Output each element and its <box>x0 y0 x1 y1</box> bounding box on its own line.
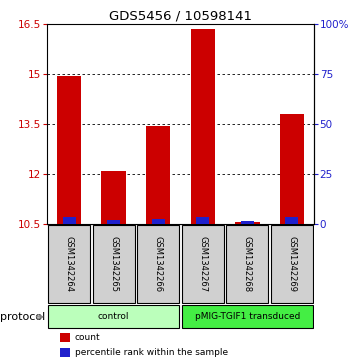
Bar <box>57 76 82 224</box>
Bar <box>93 225 135 303</box>
Bar <box>191 29 215 224</box>
Text: GSM1342264: GSM1342264 <box>65 236 74 292</box>
Bar <box>146 126 170 224</box>
Bar <box>235 221 260 224</box>
Bar <box>48 225 90 303</box>
Bar <box>240 220 254 224</box>
Bar <box>48 305 179 329</box>
Text: GSM1342268: GSM1342268 <box>243 236 252 292</box>
Bar <box>60 348 70 357</box>
Bar <box>62 216 76 224</box>
Bar <box>152 219 165 224</box>
Text: control: control <box>98 312 130 321</box>
Bar <box>226 225 268 303</box>
Text: GSM1342266: GSM1342266 <box>154 236 163 292</box>
Bar <box>285 216 299 224</box>
Text: pMIG-TGIF1 transduced: pMIG-TGIF1 transduced <box>195 312 300 321</box>
Bar <box>196 216 209 224</box>
Text: GSM1342269: GSM1342269 <box>287 236 296 292</box>
Title: GDS5456 / 10598141: GDS5456 / 10598141 <box>109 9 252 23</box>
Text: protocol: protocol <box>0 312 45 322</box>
Text: count: count <box>75 333 101 342</box>
Bar <box>182 305 313 329</box>
Text: GSM1342267: GSM1342267 <box>198 236 207 292</box>
Text: percentile rank within the sample: percentile rank within the sample <box>75 348 228 357</box>
Bar <box>101 171 126 224</box>
Bar <box>107 220 120 224</box>
Bar <box>279 114 304 224</box>
Text: GSM1342265: GSM1342265 <box>109 236 118 292</box>
Bar <box>137 225 179 303</box>
Bar <box>60 333 70 342</box>
Bar <box>271 225 313 303</box>
Bar <box>182 225 224 303</box>
